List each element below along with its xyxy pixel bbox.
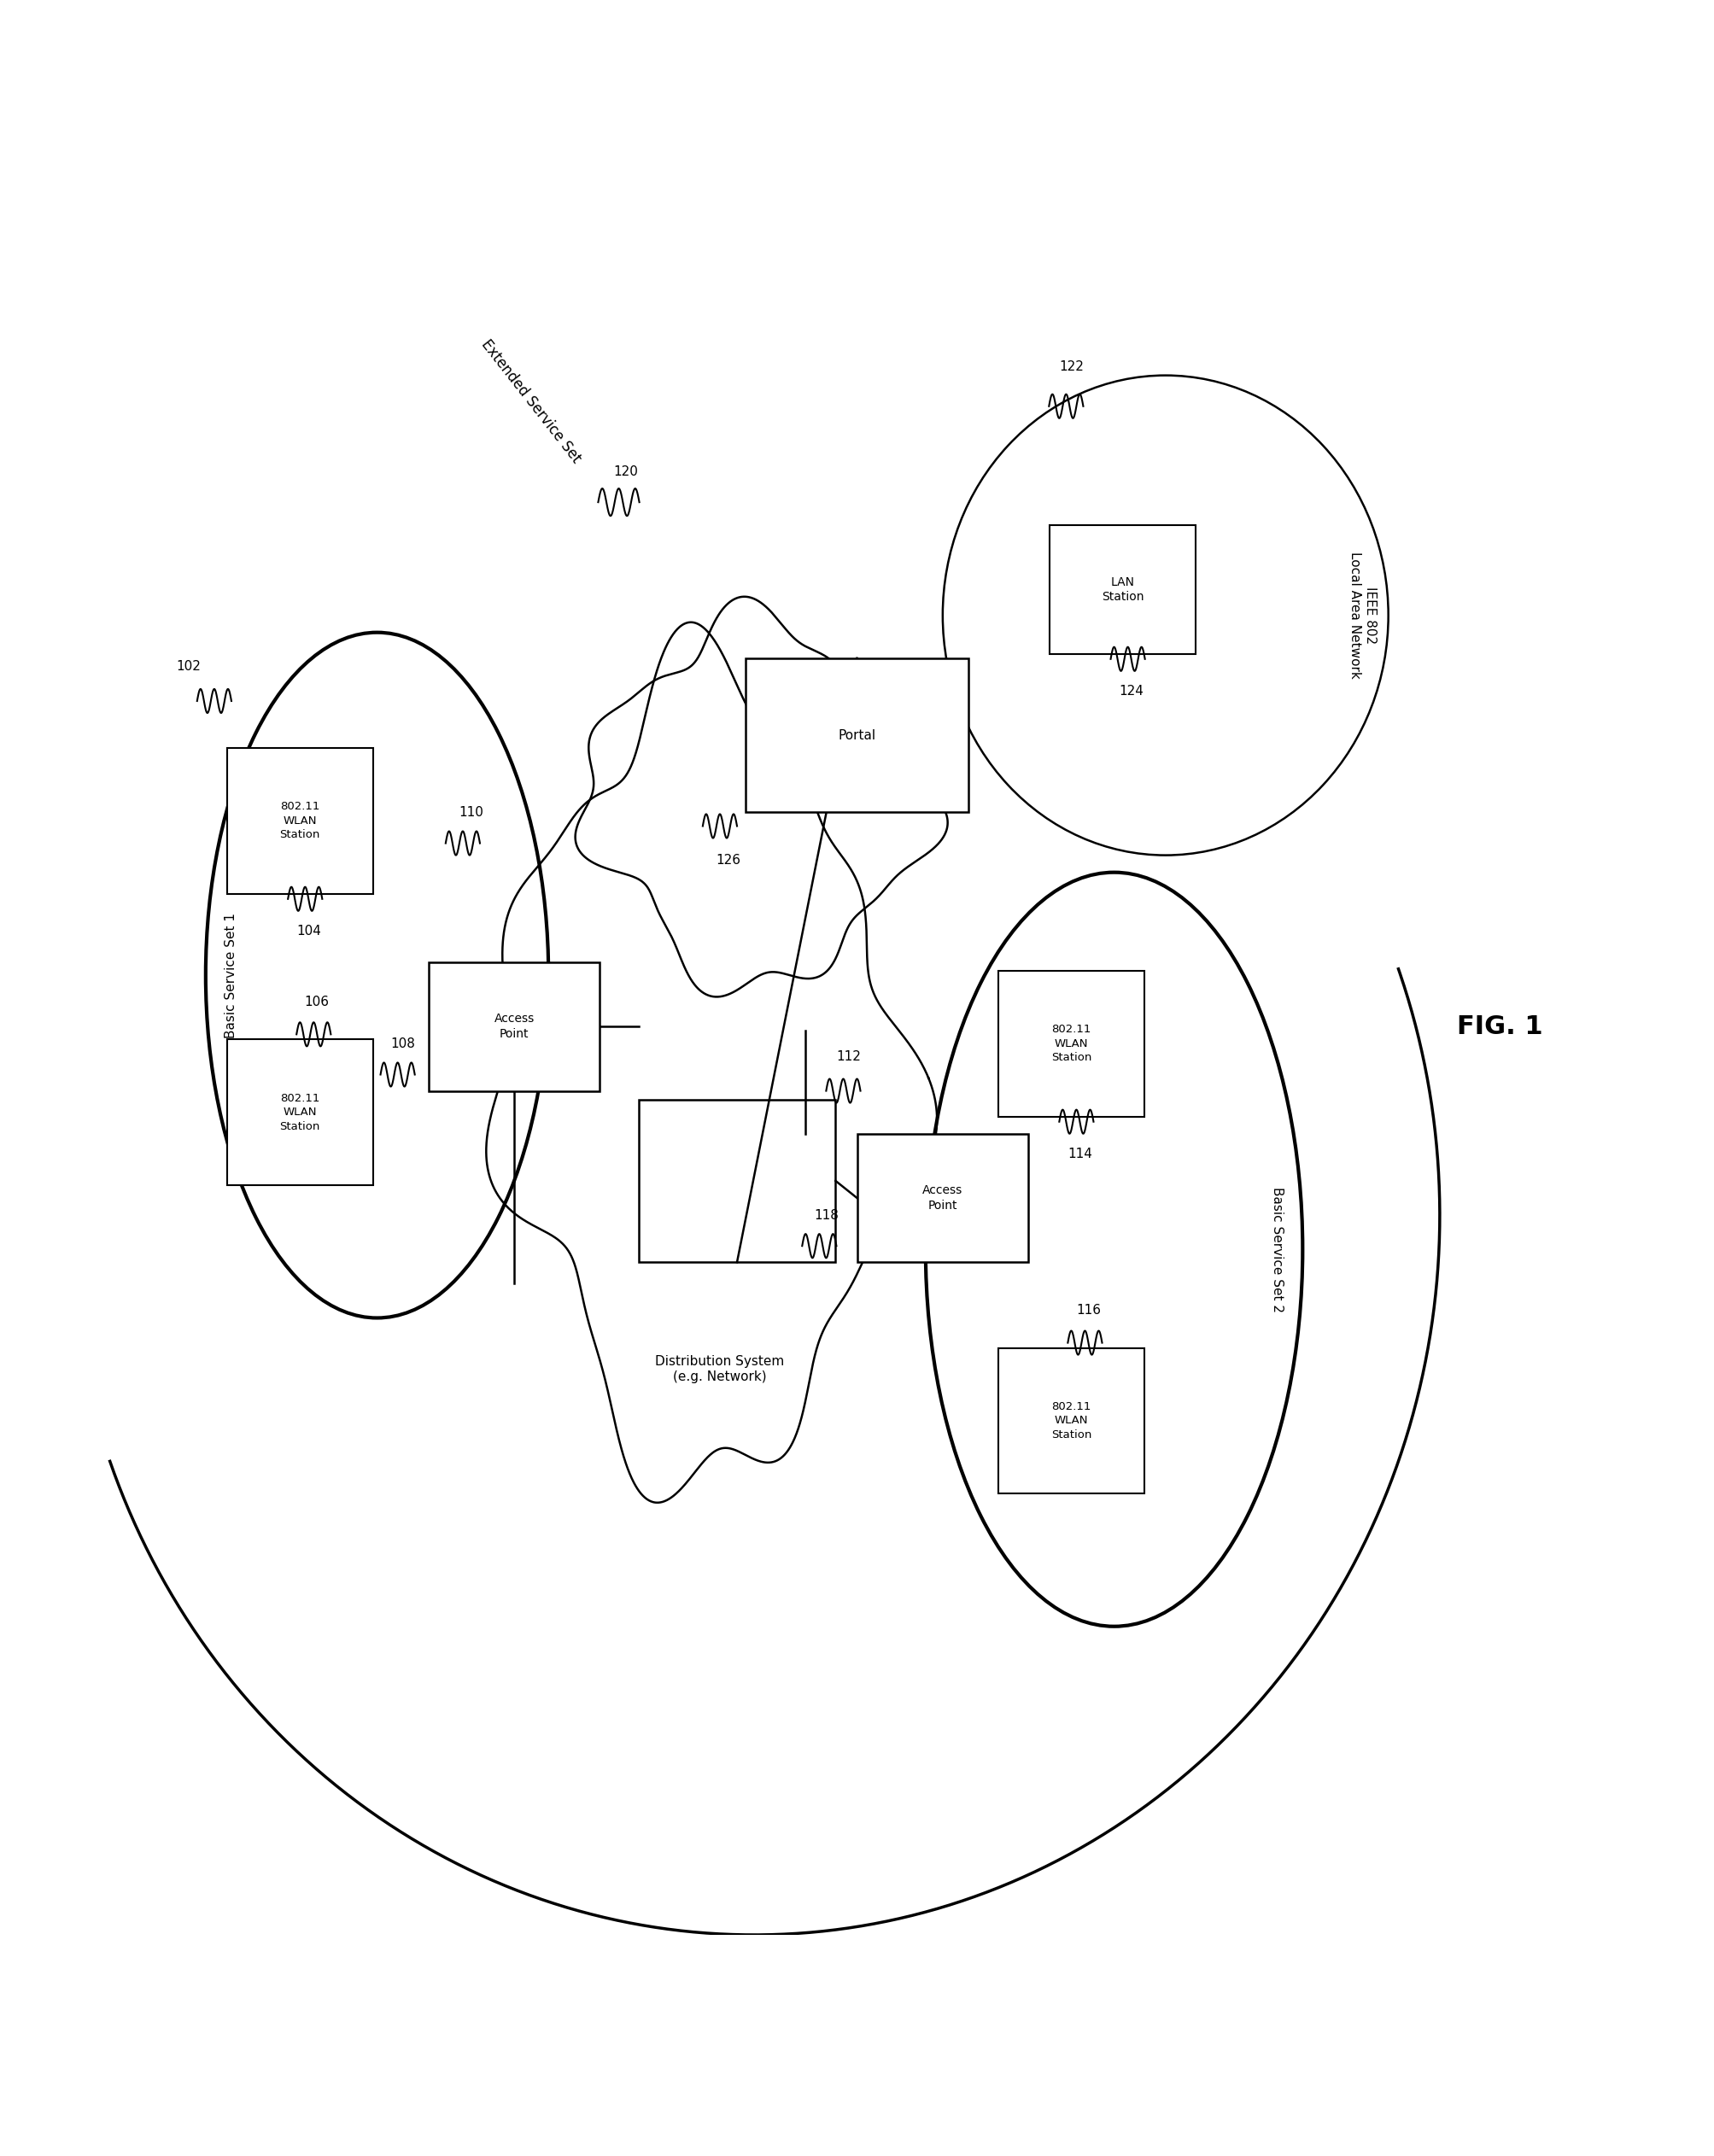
FancyBboxPatch shape bbox=[857, 1134, 1028, 1261]
Text: Access
Point: Access Point bbox=[494, 1013, 535, 1039]
Text: 124: 124 bbox=[1119, 686, 1143, 699]
Text: 110: 110 bbox=[459, 806, 483, 819]
Polygon shape bbox=[487, 623, 938, 1503]
Text: Portal: Portal bbox=[838, 729, 876, 742]
FancyBboxPatch shape bbox=[746, 658, 968, 813]
FancyBboxPatch shape bbox=[638, 1100, 836, 1261]
Text: 102: 102 bbox=[177, 660, 201, 673]
Text: 802.11
WLAN
Station: 802.11 WLAN Station bbox=[279, 1093, 321, 1132]
FancyBboxPatch shape bbox=[998, 1348, 1143, 1494]
Text: 108: 108 bbox=[391, 1037, 415, 1050]
FancyBboxPatch shape bbox=[1049, 526, 1195, 653]
Text: 126: 126 bbox=[716, 854, 740, 867]
Polygon shape bbox=[576, 597, 948, 996]
Text: 104: 104 bbox=[297, 925, 321, 938]
Text: 118: 118 bbox=[814, 1210, 838, 1222]
Text: 122: 122 bbox=[1059, 360, 1083, 373]
Ellipse shape bbox=[943, 375, 1388, 856]
Text: LAN
Station: LAN Station bbox=[1102, 576, 1143, 604]
FancyBboxPatch shape bbox=[428, 962, 600, 1091]
Text: 116: 116 bbox=[1076, 1304, 1100, 1317]
Text: 802.11
WLAN
Station: 802.11 WLAN Station bbox=[279, 802, 321, 841]
FancyBboxPatch shape bbox=[226, 1039, 372, 1186]
Text: Access
Point: Access Point bbox=[922, 1184, 963, 1212]
Text: Basic Service Set 2: Basic Service Set 2 bbox=[1270, 1186, 1284, 1313]
Text: Basic Service Set 1: Basic Service Set 1 bbox=[225, 912, 238, 1037]
Text: 106: 106 bbox=[305, 996, 329, 1009]
Text: 112: 112 bbox=[836, 1050, 860, 1063]
Text: 802.11
WLAN
Station: 802.11 WLAN Station bbox=[1051, 1024, 1092, 1063]
Text: FIG. 1: FIG. 1 bbox=[1457, 1013, 1543, 1039]
FancyBboxPatch shape bbox=[998, 970, 1143, 1117]
Text: Distribution System
(e.g. Network): Distribution System (e.g. Network) bbox=[655, 1354, 785, 1384]
Text: IEEE 802
Local Area Network: IEEE 802 Local Area Network bbox=[1349, 552, 1376, 679]
Ellipse shape bbox=[206, 632, 548, 1317]
Text: Extended Service Set: Extended Service Set bbox=[478, 336, 584, 466]
Text: 802.11
WLAN
Station: 802.11 WLAN Station bbox=[1051, 1401, 1092, 1440]
Ellipse shape bbox=[926, 873, 1303, 1626]
Text: 120: 120 bbox=[614, 466, 638, 479]
FancyBboxPatch shape bbox=[226, 748, 372, 895]
Text: 114: 114 bbox=[1068, 1147, 1092, 1160]
